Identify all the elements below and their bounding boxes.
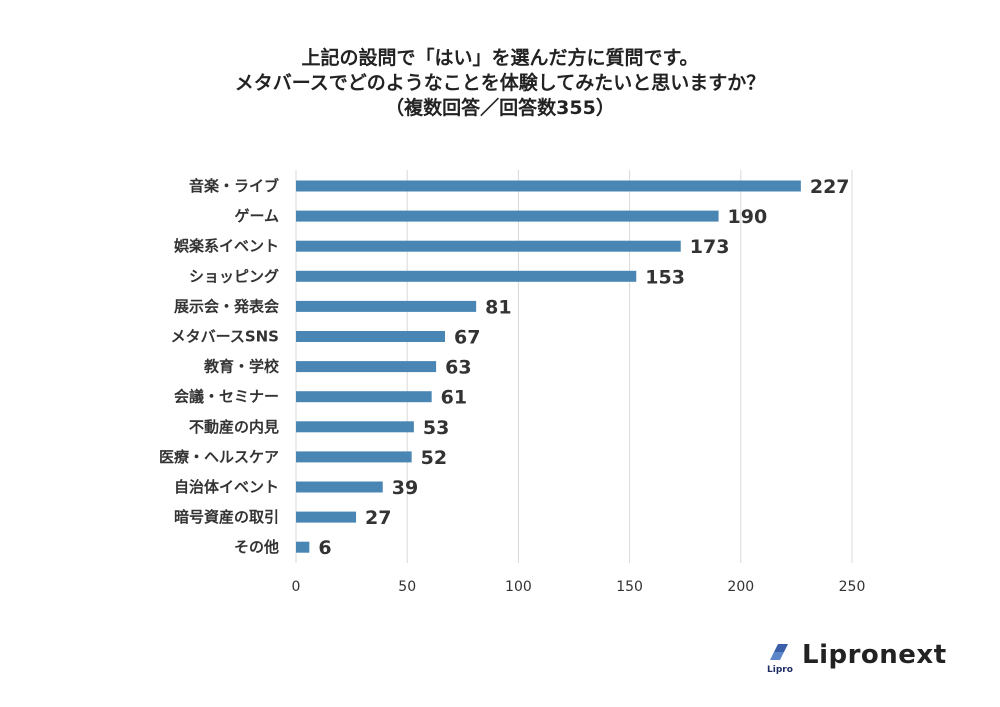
bar xyxy=(296,451,412,463)
bar xyxy=(296,421,414,433)
chart-title-line-3: （複数回答／回答数355） xyxy=(385,97,615,119)
category-label: 不動産の内見 xyxy=(189,418,279,436)
bar xyxy=(296,511,357,523)
category-label: メタバースSNS xyxy=(171,328,279,346)
bar xyxy=(296,240,681,252)
chart-title-line-2: メタバースでどのようなことを体験してみたいと思いますか？ xyxy=(234,72,766,94)
x-tick-label: 200 xyxy=(727,579,754,595)
category-label: 医療・ヘルスケア xyxy=(159,448,279,466)
value-label: 81 xyxy=(485,296,511,318)
category-label: 展示会・発表会 xyxy=(174,297,279,315)
bar xyxy=(296,331,446,342)
category-label: 会議・セミナー xyxy=(174,388,279,406)
bar xyxy=(296,300,477,312)
category-label: 教育・学校 xyxy=(203,358,280,376)
brand-logo: Lipro Lipronext xyxy=(760,638,960,678)
value-label: 53 xyxy=(423,417,449,439)
x-tick-label: 250 xyxy=(839,579,866,595)
x-tick-label: 150 xyxy=(616,579,643,595)
x-tick-label: 100 xyxy=(505,579,532,595)
bars xyxy=(296,180,801,553)
bar xyxy=(296,541,310,553)
x-tick-label: 50 xyxy=(398,579,416,595)
category-label: 自治体イベント xyxy=(174,478,279,496)
bar xyxy=(296,361,437,373)
value-label: 52 xyxy=(421,447,447,469)
category-label: 音楽・ライブ xyxy=(189,177,279,195)
value-label: 27 xyxy=(365,507,391,529)
lipro-logo-icon: Lipro xyxy=(767,644,793,675)
bar xyxy=(296,180,801,192)
chart-title-line-1: 上記の設問で「はい」を選んだ方に質問です。 xyxy=(301,47,699,69)
category-label: その他 xyxy=(234,538,279,556)
bar xyxy=(296,210,719,222)
value-label: 63 xyxy=(445,357,471,379)
bar xyxy=(296,481,383,493)
value-label: 67 xyxy=(454,327,480,349)
logo-mark-text: Lipro xyxy=(767,665,793,675)
category-label: ショッピング xyxy=(189,267,279,285)
value-label: 6 xyxy=(318,537,331,559)
category-label: ゲーム xyxy=(234,207,279,225)
x-tick-label: 0 xyxy=(292,579,301,595)
value-label: 61 xyxy=(441,387,467,409)
chart-title: 上記の設問で「はい」を選んだ方に質問です。 メタバースでどのようなことを体験して… xyxy=(0,46,1000,121)
x-tick-labels: 0 50 100 150 200 250 xyxy=(292,579,866,595)
value-label: 190 xyxy=(728,206,768,228)
brand-name: Lipronext xyxy=(802,640,947,670)
bar xyxy=(296,270,637,282)
category-label: 娯楽系イベント xyxy=(174,237,279,255)
value-label: 227 xyxy=(810,176,850,198)
value-label: 153 xyxy=(645,266,685,288)
bar xyxy=(296,391,432,403)
value-label: 39 xyxy=(392,477,418,499)
value-label: 173 xyxy=(690,236,730,258)
category-label: 暗号資産の取引 xyxy=(174,508,279,526)
